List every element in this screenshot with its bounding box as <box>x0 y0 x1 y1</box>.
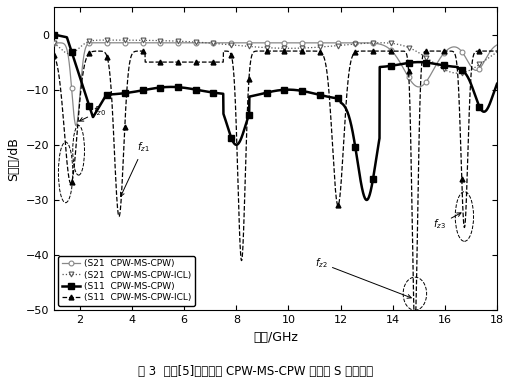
(S21  CPW-MS-CPW-ICL) <box>400 43 406 48</box>
Text: $f_{z0}$: $f_{z0}$ <box>80 104 106 121</box>
(S21  CPW-MS-CPW) <box>255 41 261 45</box>
(S11  CPW-MS-CPW-ICL) <box>271 49 277 53</box>
(S11  CPW-MS-CPW-ICL) <box>411 308 417 313</box>
(S11  CPW-MS-CPW) <box>254 92 261 97</box>
Line: (S21  CPW-MS-CPW): (S21 CPW-MS-CPW) <box>52 40 499 128</box>
(S21  CPW-MS-CPW-ICL) <box>455 71 461 75</box>
(S11  CPW-MS-CPW) <box>481 109 487 114</box>
Line: (S11  CPW-MS-CPW-ICL): (S11 CPW-MS-CPW-ICL) <box>52 49 499 313</box>
(S11  CPW-MS-CPW-ICL) <box>254 49 261 53</box>
(S11  CPW-MS-CPW-ICL) <box>481 49 487 53</box>
(S11  CPW-MS-CPW-ICL) <box>494 49 500 53</box>
(S11  CPW-MS-CPW) <box>494 81 500 86</box>
(S21  CPW-MS-CPW) <box>51 41 57 45</box>
Y-axis label: S参数/dB: S参数/dB <box>7 136 20 181</box>
Line: (S11  CPW-MS-CPW): (S11 CPW-MS-CPW) <box>51 32 500 203</box>
(S21  CPW-MS-CPW-ICL) <box>103 38 109 42</box>
(S11  CPW-MS-CPW) <box>51 32 57 37</box>
(S11  CPW-MS-CPW-ICL) <box>51 53 57 58</box>
(S21  CPW-MS-CPW) <box>400 66 406 70</box>
(S21  CPW-MS-CPW) <box>481 59 487 64</box>
(S21  CPW-MS-CPW) <box>267 41 273 45</box>
(S11  CPW-MS-CPW-ICL) <box>74 139 80 143</box>
(S11  CPW-MS-CPW) <box>400 61 406 66</box>
(S11  CPW-MS-CPW) <box>74 64 80 69</box>
Line: (S21  CPW-MS-CPW-ICL): (S21 CPW-MS-CPW-ICL) <box>52 38 499 76</box>
(S21  CPW-MS-CPW) <box>109 41 115 45</box>
(S21  CPW-MS-CPW) <box>481 59 487 63</box>
(S21  CPW-MS-CPW-ICL) <box>481 58 487 63</box>
(S11  CPW-MS-CPW-ICL) <box>400 49 406 54</box>
Text: $f_{z2}$: $f_{z2}$ <box>315 256 411 298</box>
(S11  CPW-MS-CPW) <box>364 198 370 202</box>
(S21  CPW-MS-CPW) <box>494 43 500 47</box>
(S21  CPW-MS-CPW-ICL) <box>74 48 80 53</box>
Text: $f_{z3}$: $f_{z3}$ <box>433 213 461 231</box>
(S11  CPW-MS-CPW) <box>266 90 272 94</box>
X-axis label: 频率/GHz: 频率/GHz <box>253 331 298 344</box>
(S21  CPW-MS-CPW) <box>74 122 80 127</box>
(S11  CPW-MS-CPW-ICL) <box>481 49 487 53</box>
Text: $f_{z1}$: $f_{z1}$ <box>121 140 150 196</box>
(S21  CPW-MS-CPW) <box>73 123 79 128</box>
(S21  CPW-MS-CPW-ICL) <box>255 45 261 49</box>
(S21  CPW-MS-CPW-ICL) <box>494 50 500 54</box>
(S21  CPW-MS-CPW-ICL) <box>51 41 57 46</box>
Legend: (S21  CPW-MS-CPW), (S21  CPW-MS-CPW-ICL), (S11  CPW-MS-CPW), (S11  CPW-MS-CPW-IC: (S21 CPW-MS-CPW), (S21 CPW-MS-CPW-ICL), … <box>58 256 195 306</box>
(S11  CPW-MS-CPW) <box>481 109 487 114</box>
(S11  CPW-MS-CPW-ICL) <box>266 49 272 53</box>
(S21  CPW-MS-CPW-ICL) <box>481 59 487 63</box>
(S21  CPW-MS-CPW-ICL) <box>267 46 273 50</box>
Text: 图 3  文献[5]和本文的 CPW-MS-CPW 的仿真 S 参数对比: 图 3 文献[5]和本文的 CPW-MS-CPW 的仿真 S 参数对比 <box>138 365 373 377</box>
